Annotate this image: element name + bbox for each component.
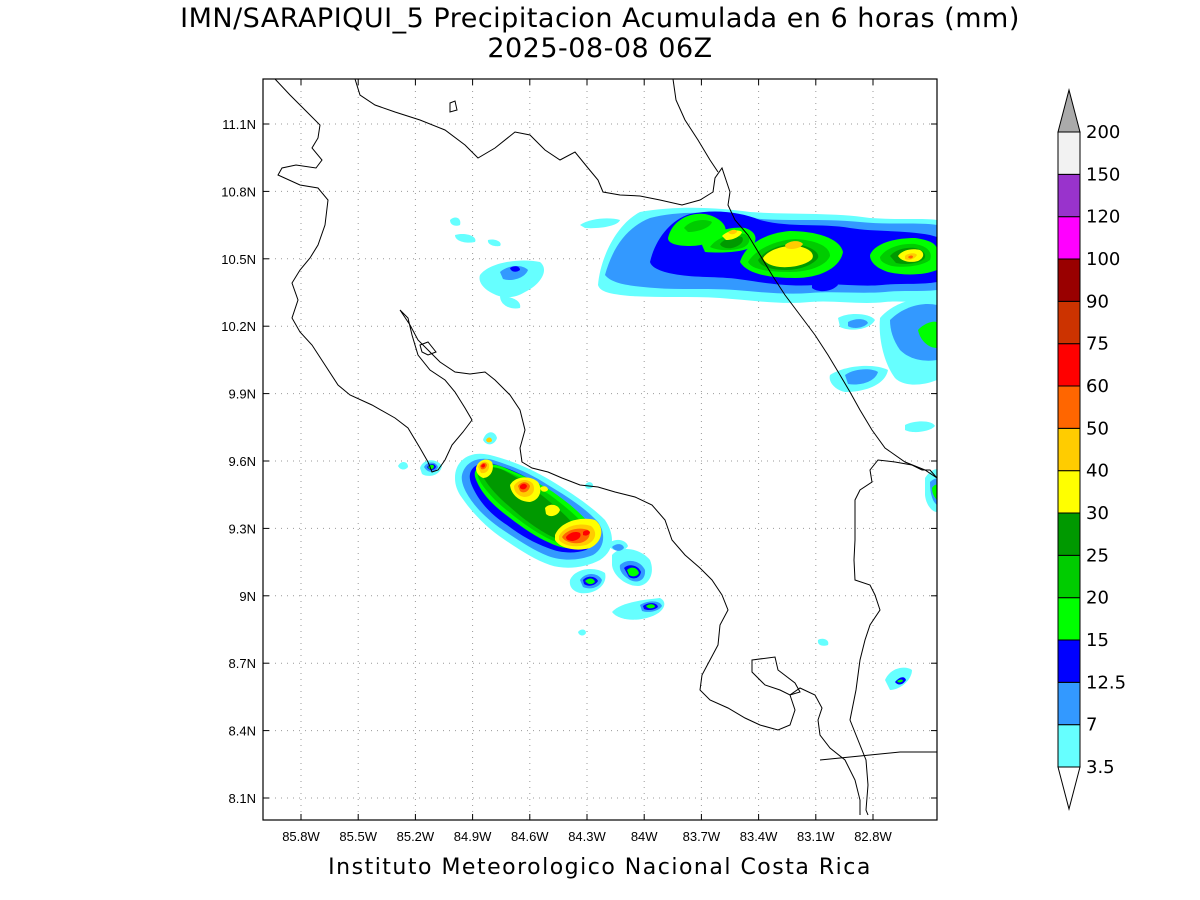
colorbar-level-label: 150: [1086, 164, 1120, 185]
lat-tick-label: 8.1N: [229, 791, 256, 806]
lon-tick-label: 84W: [631, 829, 658, 844]
colorbar-segment: [1057, 173, 1081, 218]
colorbar-level-label: 60: [1086, 376, 1109, 397]
lat-tick-label: 11.1N: [222, 117, 256, 132]
lat-tick-label: 8.7N: [229, 656, 256, 671]
precip-band-south: [398, 432, 665, 636]
colorbar-level-label: 90: [1086, 291, 1109, 312]
colorbar-segment: [1057, 470, 1081, 514]
lat-tick-label: 8.4N: [229, 724, 256, 739]
colorbar-low-arrow: [1057, 766, 1081, 811]
coastlines: [274, 79, 937, 816]
lon-tick-label: 84.3W: [568, 829, 606, 844]
colorbar-segment: [1057, 639, 1081, 683]
colorbar-level-label: 30: [1086, 503, 1109, 524]
colorbar-segment: [1057, 300, 1081, 345]
colorbar-level-label: 15: [1086, 630, 1109, 651]
plot-area: [263, 79, 937, 820]
colorbar-level-label: 12.5: [1086, 672, 1126, 693]
colorbar-level-label: 100: [1086, 249, 1120, 270]
colorbar-segment: [1057, 554, 1081, 599]
lon-tick-label: 83.1W: [797, 829, 835, 844]
map-valid-time: 2025-08-08 06Z: [487, 33, 713, 64]
plot-border: [262, 78, 938, 821]
colorbar-segment: [1057, 131, 1081, 175]
colorbar-level-label: 3.5: [1086, 757, 1115, 778]
lon-tick-label: 82.8W: [854, 829, 892, 844]
lon-tick-label: 84.9W: [454, 829, 492, 844]
colorbar-segment: [1057, 343, 1081, 387]
precip-field: [398, 207, 937, 690]
latitude-labels: 11.1N 10.8N 10.5N 10.2N 9.9N 9.6N 9.3N 9N 8.7N 8.…: [221, 117, 256, 806]
colorbar-level-label: 40: [1086, 461, 1109, 482]
lat-tick-label: 9.6N: [229, 454, 256, 469]
lat-tick-label: 9.9N: [229, 387, 256, 402]
colorbar-high-arrow: [1057, 88, 1081, 133]
colorbar-segment: [1057, 724, 1081, 768]
lat-tick-label: 10.5N: [221, 252, 256, 267]
lat-tick-label: 10.8N: [221, 184, 256, 199]
colorbar-level-label: 50: [1086, 418, 1109, 439]
colorbar-level-label: 75: [1086, 334, 1109, 355]
lon-tick-label: 85.2W: [397, 829, 435, 844]
colorbar-level-label: 120: [1086, 207, 1120, 228]
colorbar-segment: [1057, 512, 1081, 556]
lon-tick-label: 85.5W: [339, 829, 377, 844]
lat-tick-label: 9N: [239, 589, 256, 604]
lon-tick-label: 83.7W: [683, 829, 721, 844]
lon-tick-label: 84.6W: [511, 829, 549, 844]
footer-credit: Instituto Meteorologico Nacional Costa R…: [328, 855, 872, 880]
map-title: IMN/SARAPIQUI_5 Precipitacion Acumulada …: [180, 3, 1020, 34]
colorbar-segment: [1057, 385, 1081, 429]
lon-tick-label: 83.4W: [740, 829, 778, 844]
lat-tick-label: 10.2N: [221, 319, 256, 334]
colorbar-segment: [1057, 597, 1081, 641]
colorbar-segment: [1057, 216, 1081, 260]
colorbar-segment: [1057, 258, 1081, 302]
longitude-labels: 85.8W 85.5W 85.2W 84.9W 84.6W 84.3W 84W 83.7W 83…: [282, 829, 892, 844]
colorbar-level-label: 200: [1086, 122, 1120, 143]
colorbar-segment: [1057, 427, 1081, 472]
colorbar: 3.5 7 12.5 15 20 25 30 40 50 60 75 90 100 120 150 200: [1057, 88, 1126, 811]
precip-band-north: [450, 207, 937, 690]
colorbar-level-label: 25: [1086, 545, 1109, 566]
lat-tick-label: 9.3N: [229, 521, 256, 536]
colorbar-level-label: 7: [1086, 715, 1097, 736]
lon-tick-label: 85.8W: [282, 829, 320, 844]
colorbar-level-label: 20: [1086, 588, 1109, 609]
colorbar-segment: [1057, 681, 1081, 726]
